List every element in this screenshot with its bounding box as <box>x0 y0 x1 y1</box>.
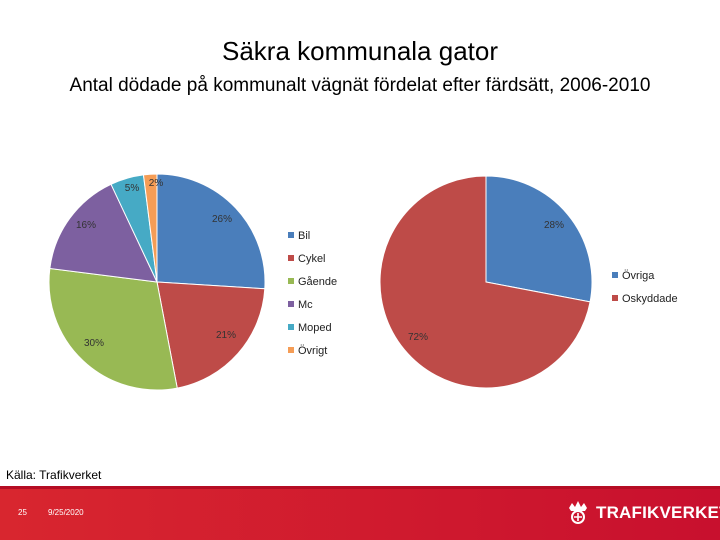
pie1-label-bil: 26% <box>212 214 232 225</box>
pie1-legend-swatch-cykel <box>288 255 294 261</box>
pie2-legend-ovriga: Övriga <box>622 270 655 282</box>
pie1-label-cykel: 21% <box>216 330 236 341</box>
pie2-legend-oskyddade: Oskyddade <box>622 293 678 305</box>
pie1-slice-ovrigt <box>142 173 158 283</box>
pie1-label-moped: 5% <box>125 183 140 194</box>
pie1-label-ovrigt: 2% <box>149 178 164 189</box>
slide-date: 9/25/2020 <box>48 508 84 517</box>
pie1-legend-ovrigt: Övrigt <box>298 345 327 357</box>
pie2-legend-swatch-ovriga <box>612 272 618 278</box>
pie1-legend-swatch-ovrigt <box>288 347 294 353</box>
pie1-slice-bil <box>156 173 266 290</box>
pie1-legend-swatch-bil <box>288 232 294 238</box>
pie1-legend-bil: Bil <box>298 230 310 242</box>
pie2-label-oskyddade: 72% <box>408 332 428 343</box>
pie1-slice-gaende <box>48 267 178 391</box>
pie1-legend-swatch-moped <box>288 324 294 330</box>
pie1-slice-cykel <box>156 281 266 389</box>
pie2-label-ovriga: 28% <box>544 220 564 231</box>
pie2-slice-ovriga <box>485 175 593 303</box>
pie1-legend-cykel: Cykel <box>298 253 326 265</box>
footer-bar: 25 9/25/2020 TRAFIKVERKET <box>0 486 720 540</box>
pie1-legend-mc: Mc <box>298 299 313 311</box>
pie1-legend-gaende: Gående <box>298 276 337 288</box>
pie1-slice-mc <box>49 183 158 283</box>
slide-number: 25 <box>18 508 27 517</box>
pie1-label-mc: 16% <box>76 220 96 231</box>
pie1-legend-swatch-mc <box>288 301 294 307</box>
pie2-slice-oskyddade <box>379 175 591 389</box>
brand-logo: TRAFIKVERKET <box>566 498 720 528</box>
slide-title: Säkra kommunala gator <box>221 36 499 66</box>
slide-subtitle: Antal dödade på kommunalt vägnät fördela… <box>69 75 651 96</box>
pie2-legend-swatch-oskyddade <box>612 295 618 301</box>
crown-icon <box>569 501 587 524</box>
pie-charts: 26% 21% 30% 16% 5% 2% Bil Cykel Gående Mc Moped Övr… <box>48 173 678 391</box>
source-note: Källa: Trafikverket <box>6 468 102 482</box>
brand-name: TRAFIKVERKET <box>596 503 720 522</box>
pie1-legend-moped: Moped <box>298 322 332 334</box>
pie1-legend-swatch-gaende <box>288 278 294 284</box>
pie1-label-gaende: 30% <box>84 338 104 349</box>
footer-stripe <box>0 486 720 489</box>
